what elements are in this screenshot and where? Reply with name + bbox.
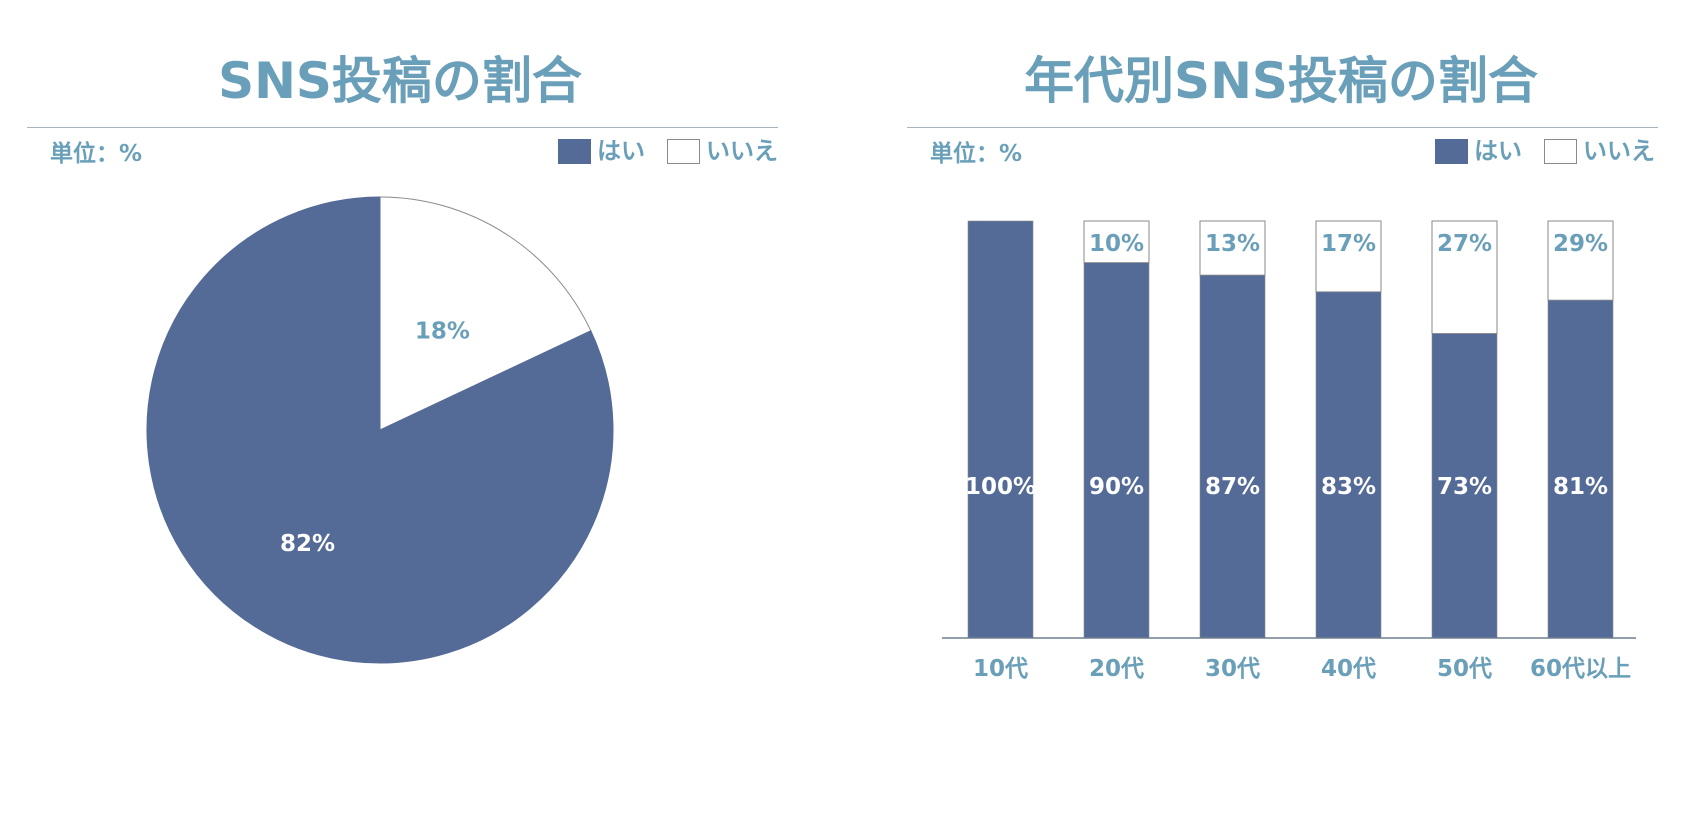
x-tick-label: 30代 (1205, 656, 1260, 682)
bar-label-no: 17% (1321, 231, 1376, 257)
bar-segment-yes (967, 220, 1034, 639)
bar-segment-yes (1547, 299, 1614, 639)
legend-label-yes: はい (597, 137, 645, 165)
x-tick-label: 20代 (1089, 656, 1144, 682)
bar-segment-yes (1315, 291, 1382, 639)
legend-label-no: いいえ (1583, 137, 1655, 165)
pie-legend: はい いいえ (536, 137, 778, 165)
legend-item-no: いいえ (667, 137, 778, 165)
pie-slice-no (379, 196, 592, 431)
pie-slice-yes (146, 196, 614, 664)
bar-segment-no (1431, 220, 1498, 335)
x-tick-label: 50代 (1437, 656, 1492, 682)
bar-label-yes: 90% (1089, 474, 1144, 500)
bar-label-yes: 83% (1321, 474, 1376, 500)
unit-label: 単位：% (930, 141, 1023, 167)
bar-label-no: 27% (1437, 231, 1492, 257)
title-divider (27, 127, 778, 128)
x-tick-label: 10代 (973, 656, 1028, 682)
legend-label-no: いいえ (706, 137, 778, 165)
pie-chart-panel: SNS投稿の割合 単位：% はい いいえ 18% 82% (0, 0, 800, 822)
bar-label-yes: 81% (1553, 474, 1608, 500)
legend-swatch-no (1544, 138, 1577, 164)
pie-chart-title: SNS投稿の割合 (218, 52, 582, 110)
title-divider (907, 127, 1658, 128)
legend-swatch-no (667, 138, 700, 164)
pie-chart: 18% 82% (146, 196, 614, 664)
x-tick-label: 60代以上 (1530, 656, 1631, 682)
bar-legend: はい いいえ (1413, 137, 1655, 165)
bar-segment-yes (1199, 274, 1266, 639)
x-tick-label: 40代 (1321, 656, 1376, 682)
bar-segment-no (1547, 220, 1614, 301)
bar-chart-title: 年代別SNS投稿の割合 (1024, 52, 1538, 110)
bar-label-no: 29% (1553, 231, 1608, 257)
bar-segment-yes (1083, 262, 1150, 639)
legend-item-no: いいえ (1544, 137, 1655, 165)
legend-swatch-yes (1435, 138, 1468, 164)
bar-segment-yes (1431, 333, 1498, 639)
bar-label-no: 13% (1205, 231, 1260, 257)
bar-chart-panel: 年代別SNS投稿の割合 単位：% はい いいえ 100% 10代 90% 10% 20代… (880, 0, 1682, 822)
legend-item-yes: はい (558, 137, 645, 165)
pie-label-no: 18% (415, 319, 470, 345)
unit-label: 単位：% (50, 141, 143, 167)
bar-label-yes: 73% (1437, 474, 1492, 500)
bar-label-no: 10% (1089, 231, 1144, 257)
bar-segment-no (1199, 220, 1266, 276)
bar-segment-no (1315, 220, 1382, 293)
legend-item-yes: はい (1435, 137, 1522, 165)
legend-label-yes: はい (1474, 137, 1522, 165)
pie-label-yes: 82% (280, 531, 335, 557)
legend-swatch-yes (558, 138, 591, 164)
bar-label-yes: 100% (965, 474, 1036, 500)
stacked-bar-chart: 100% 10代 90% 10% 20代 87% 13% 30代 83% 17% 40代 73% 27%… (942, 220, 1636, 682)
bar-label-yes: 87% (1205, 474, 1260, 500)
